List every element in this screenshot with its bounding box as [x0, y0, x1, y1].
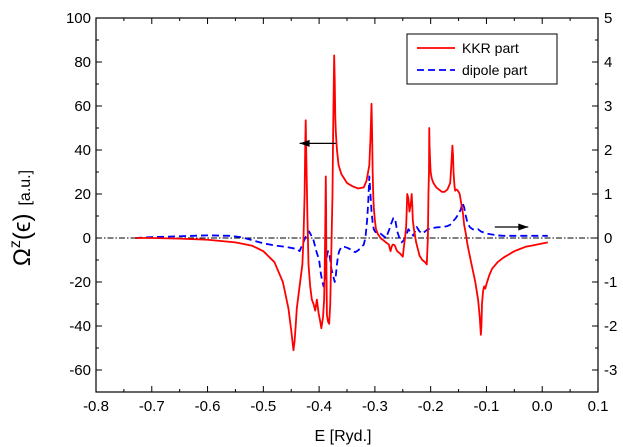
legend-box: [406, 33, 558, 85]
series-kkr-line: [135, 54, 548, 352]
x-tick-label: 0.0: [532, 398, 553, 415]
axis-arrow-head: [299, 139, 310, 147]
svg-text:Ωz(ϵ)[a.u.]: Ωz(ϵ) [a.u.]: [7, 170, 36, 266]
y-right-tick-label: 0: [604, 230, 612, 247]
y-right-tick-label: 5: [604, 10, 612, 27]
x-tick-label: -0.5: [250, 398, 276, 415]
axes: -0.8 -0.7 -0.6 -0.5 -0.4 -0.3 -0.2 -0.1 0.0 0.1 -6…: [66, 10, 617, 415]
y-right-tick-label: 4: [604, 54, 612, 71]
annotations: [299, 139, 529, 231]
x-tick-label: -0.4: [306, 398, 332, 415]
y-right-tick-label: -2: [604, 318, 617, 335]
series-dipole-line: [134, 175, 548, 288]
y-axis-unit: [a.u.]: [17, 170, 34, 206]
legend-label: KKR part: [462, 40, 519, 56]
axis-arrow-head: [518, 223, 529, 231]
y-left-tick-label: -40: [69, 318, 91, 335]
x-tick-label: -0.8: [83, 398, 109, 415]
x-axis-title: E [Ryd.]: [315, 428, 372, 445]
y-axis-superscript: z: [7, 240, 24, 248]
y-axis-argument: (ϵ): [9, 214, 36, 241]
legend-label: dipole part: [462, 62, 527, 78]
x-tick-label: -0.2: [418, 398, 444, 415]
y-right-tick-label: 3: [604, 98, 612, 115]
y-left-tick-label: -20: [69, 274, 91, 291]
y-left-tick-label: 20: [74, 186, 91, 203]
y-left-tick-label: 0: [83, 230, 91, 247]
y-right-tick-label: 1: [604, 186, 612, 203]
x-tick-label: -0.1: [474, 398, 500, 415]
y-left-tick-label: -60: [69, 362, 91, 379]
y-left-tick-label: 40: [74, 142, 91, 159]
y-right-tick-label: -3: [604, 362, 617, 379]
legend: KKR part dipole part: [406, 33, 558, 85]
y-left-tick-label: 100: [66, 10, 91, 27]
x-tick-label: -0.7: [139, 398, 165, 415]
y-axis-title: Ωz(ϵ) [a.u.]: [7, 170, 36, 266]
x-tick-label: -0.3: [362, 398, 388, 415]
x-tick-label: -0.6: [195, 398, 221, 415]
series-layer: [134, 54, 548, 352]
y-axis-symbol: Ω: [9, 248, 36, 266]
y-right-tick-label: -1: [604, 274, 617, 291]
y-left-tick-label: 80: [74, 54, 91, 71]
y-right-tick-label: 2: [604, 142, 612, 159]
y-left-tick-label: 60: [74, 98, 91, 115]
x-tick-label: 0.1: [588, 398, 609, 415]
